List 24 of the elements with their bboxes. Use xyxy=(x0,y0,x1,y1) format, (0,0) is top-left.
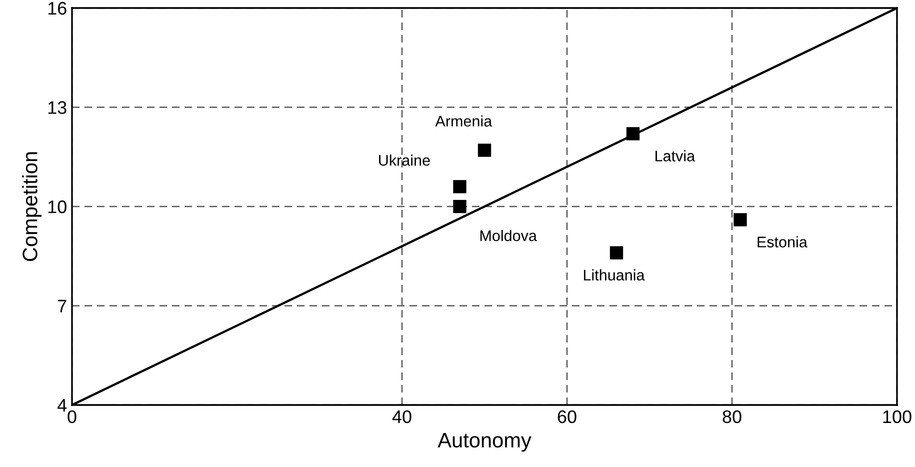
y-axis-title: Competition xyxy=(22,152,42,262)
y-tick-label: 16 xyxy=(48,2,66,15)
y-tick-label: 7 xyxy=(58,300,66,312)
y-tick-label: 10 xyxy=(48,200,66,214)
x-tick-label: 40 xyxy=(392,410,412,424)
annotation: Estonia xyxy=(758,236,808,248)
point xyxy=(453,200,466,214)
y-tick-label: 13 xyxy=(48,101,66,114)
point xyxy=(610,246,624,260)
x-tick-label: 60 xyxy=(558,410,576,424)
point xyxy=(626,127,640,140)
annotation: Armenia xyxy=(435,115,492,127)
annotation: Ukraine xyxy=(379,154,430,166)
x-axis-title: Autonomy xyxy=(438,433,532,452)
point xyxy=(734,213,747,226)
x-tick-label: 0 xyxy=(68,410,76,424)
point xyxy=(453,180,466,194)
point xyxy=(478,144,492,157)
annotation: Moldova xyxy=(480,230,537,242)
y-tick-label: 4 xyxy=(58,399,67,412)
annotation: Lithuania xyxy=(584,269,645,281)
annotation: Latvia xyxy=(656,150,696,162)
x-tick-label: 100 xyxy=(883,410,912,424)
x-tick-label: 80 xyxy=(722,410,742,424)
